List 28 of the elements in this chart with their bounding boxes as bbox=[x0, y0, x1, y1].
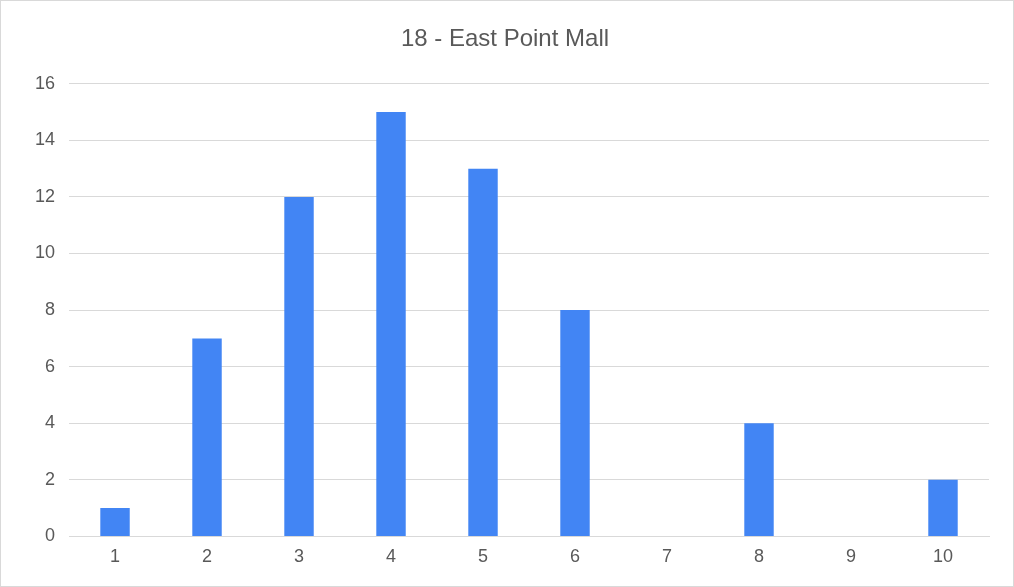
bar bbox=[100, 508, 130, 536]
x-tick-label: 10 bbox=[932, 546, 954, 567]
y-tick-label: 6 bbox=[45, 355, 56, 376]
y-tick-label: 10 bbox=[34, 242, 56, 263]
y-tick-label: 0 bbox=[45, 525, 56, 546]
x-tick-label: 2 bbox=[202, 546, 213, 567]
y-tick-label: 4 bbox=[45, 412, 56, 433]
y-tick-label: 12 bbox=[34, 185, 56, 206]
x-tick-label: 7 bbox=[662, 546, 673, 567]
x-tick-label: 9 bbox=[846, 546, 857, 567]
y-tick-label: 8 bbox=[45, 299, 56, 320]
bar bbox=[744, 423, 774, 536]
bar bbox=[284, 196, 314, 536]
x-tick-label: 8 bbox=[754, 546, 765, 567]
bar bbox=[468, 168, 498, 536]
bar bbox=[376, 112, 406, 536]
x-tick-label: 4 bbox=[386, 546, 397, 567]
y-tick-label: 2 bbox=[45, 468, 56, 489]
y-tick-label: 14 bbox=[34, 129, 56, 150]
chart-title: 18 - East Point Mall bbox=[400, 24, 610, 52]
y-tick-label: 16 bbox=[34, 72, 56, 93]
x-tick-label: 6 bbox=[570, 546, 581, 567]
bar bbox=[928, 479, 958, 536]
x-tick-label: 5 bbox=[478, 546, 489, 567]
x-tick-label: 1 bbox=[110, 546, 121, 567]
bar bbox=[192, 338, 222, 536]
bar bbox=[560, 310, 590, 536]
x-tick-label: 3 bbox=[294, 546, 305, 567]
